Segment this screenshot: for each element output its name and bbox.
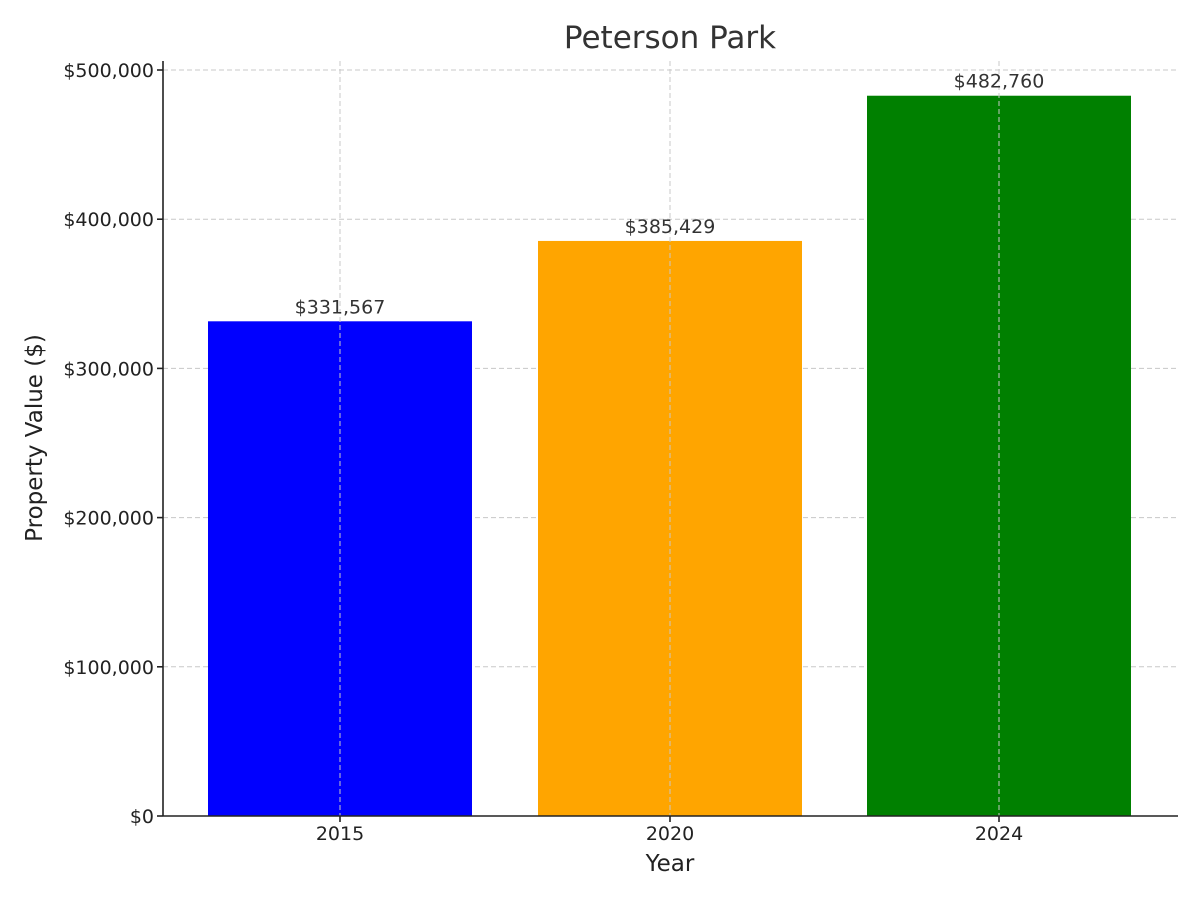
vertical-grid-lines (339, 61, 1000, 816)
y-tick-label: $0 (130, 806, 154, 828)
bar-value-labels: $331,567 $385,429 $482,760 (295, 71, 1045, 319)
y-tick-label: $100,000 (63, 657, 154, 679)
x-tick-label: 2024 (975, 823, 1023, 845)
y-axis-label: Property Value ($) (22, 334, 48, 542)
y-tick-label: $200,000 (63, 508, 154, 530)
y-tick-label: $400,000 (63, 209, 154, 231)
x-tick-label: 2020 (646, 823, 694, 845)
x-axis-ticks: 2015 2020 2024 (316, 816, 1023, 845)
y-axis-ticks: $0 $100,000 $200,000 $300,000 $400,000 $500,0… (63, 60, 163, 828)
x-axis-label: Year (645, 851, 695, 877)
chart-title: Peterson Park (564, 20, 776, 56)
x-tick-label: 2015 (316, 823, 364, 845)
bar-value-label: $482,760 (954, 71, 1045, 93)
bar-value-label: $385,429 (625, 216, 716, 238)
y-tick-label: $300,000 (63, 358, 154, 380)
y-tick-label: $500,000 (63, 60, 154, 82)
bar-value-label: $331,567 (295, 296, 386, 318)
